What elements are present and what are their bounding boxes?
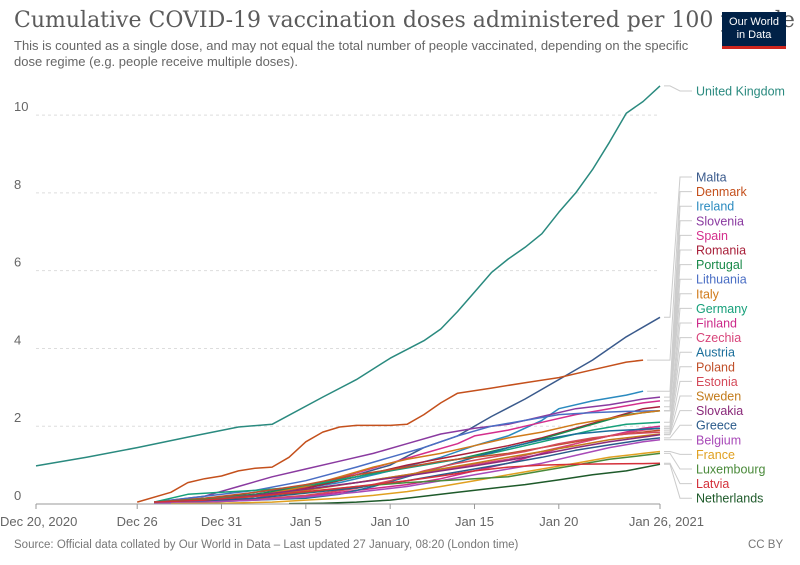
series-line-netherlands[interactable]: [288, 463, 661, 505]
series-line-lithuania[interactable]: [154, 409, 661, 503]
legend-connector: [664, 249, 692, 408]
legend-connector: [647, 191, 692, 361]
legend-connector: [664, 176, 692, 318]
legend-label-france[interactable]: France: [696, 448, 735, 462]
series-line-latvia[interactable]: [154, 462, 661, 503]
legend-label-italy[interactable]: Italy: [696, 287, 720, 301]
legend-label-layer: United Kingdom MaltaDenmarkIrelandSloveni…: [696, 85, 785, 506]
series-line-slovakia[interactable]: [154, 434, 661, 504]
y-tick-label: 2: [14, 410, 21, 425]
legend-label-estonia[interactable]: Estonia: [696, 375, 738, 389]
legend-connector: [664, 410, 692, 436]
x-tick-label: Dec 31: [201, 514, 242, 529]
x-tick-label: Dec 20, 2020: [0, 514, 77, 529]
legend-connector: [664, 462, 692, 485]
legend-connector: [664, 452, 692, 470]
legend-label-united-kingdom[interactable]: United Kingdom: [696, 85, 785, 99]
series-line-slovenia[interactable]: [154, 396, 661, 503]
legend-label-germany[interactable]: Germany: [696, 302, 748, 316]
grid-layer: [36, 114, 660, 427]
legend-connector: [647, 205, 692, 392]
logo-line-1: Our World: [729, 16, 779, 28]
owid-logo[interactable]: Our World in Data: [722, 12, 786, 49]
legend-label-romania[interactable]: Romania: [696, 244, 746, 258]
y-tick-label: 10: [14, 99, 28, 114]
y-tick-label: 6: [14, 255, 21, 270]
series-line-greece[interactable]: [154, 437, 661, 504]
legend-connector: [664, 380, 692, 433]
y-tick-label: 4: [14, 332, 21, 347]
x-tick-label: Jan 20: [539, 514, 578, 529]
legend-label-belgium[interactable]: Belgium: [696, 433, 741, 447]
legend-label-luxembourg[interactable]: Luxembourg: [696, 463, 766, 477]
legend-label-poland[interactable]: Poland: [696, 360, 735, 374]
x-tick-label: Jan 10: [371, 514, 410, 529]
legend-connector: [664, 322, 692, 427]
license-link[interactable]: CC BY: [748, 539, 784, 551]
legend-label-greece[interactable]: Greece: [696, 419, 737, 433]
legend-label-czechia[interactable]: Czechia: [696, 331, 741, 345]
legend-label-ireland[interactable]: Ireland: [696, 200, 734, 214]
legend-label-sweden[interactable]: Sweden: [696, 390, 741, 404]
series-line-united-kingdom[interactable]: [35, 85, 661, 467]
legend-connector: [664, 366, 692, 431]
legend-connector: [664, 451, 692, 455]
y-tick-label: 0: [14, 488, 21, 503]
legend-label-slovakia[interactable]: Slovakia: [696, 404, 743, 418]
legend-connector: [664, 234, 692, 402]
legend-label-finland[interactable]: Finland: [696, 317, 737, 331]
series-line-denmark[interactable]: [136, 359, 644, 503]
source-note: Source: Official data collated by Our Wo…: [14, 539, 519, 551]
legend-label-latvia[interactable]: Latvia: [696, 477, 729, 491]
legend-connector: [664, 424, 692, 439]
y-tick-label: 8: [14, 177, 21, 192]
x-tick-label: Jan 5: [290, 514, 322, 529]
chart-subtitle: This is counted as a single dose, and ma…: [14, 38, 689, 69]
legend-connector: [664, 351, 692, 429]
logo-line-2: in Data: [736, 29, 772, 41]
legend-connector: [664, 293, 692, 412]
legend-label-malta[interactable]: Malta: [696, 171, 727, 185]
legend-label-netherlands[interactable]: Netherlands: [696, 492, 763, 506]
x-tick-label: Dec 26: [117, 514, 158, 529]
chart-title: Cumulative COVID-19 vaccination doses ad…: [14, 8, 795, 33]
legend-label-austria[interactable]: Austria: [696, 346, 735, 360]
legend-connector: [664, 85, 692, 92]
axis-layer: 0 2 4 6 8 10 Dec 20, 2020 Dec 26 Dec 31 Jan 5 Jan …: [0, 99, 704, 529]
legend-label-slovenia[interactable]: Slovenia: [696, 214, 744, 228]
legend-connector-layer: [647, 85, 692, 499]
series-line-belgium[interactable]: [154, 439, 661, 504]
series-line-france[interactable]: [170, 450, 661, 505]
legend-label-denmark[interactable]: Denmark: [696, 185, 747, 199]
series-layer: [35, 85, 661, 505]
legend-connector: [664, 395, 692, 435]
legend-connector: [664, 463, 692, 499]
x-tick-label: Jan 15: [455, 514, 494, 529]
x-tick-label: Jan 26, 2021: [629, 514, 704, 529]
legend-connector: [664, 307, 692, 423]
legend-label-spain[interactable]: Spain: [696, 229, 728, 243]
legend-label-portugal[interactable]: Portugal: [696, 258, 743, 272]
series-line-estonia[interactable]: [154, 431, 661, 504]
legend-label-lithuania[interactable]: Lithuania: [696, 273, 747, 287]
legend-connector: [664, 220, 692, 398]
